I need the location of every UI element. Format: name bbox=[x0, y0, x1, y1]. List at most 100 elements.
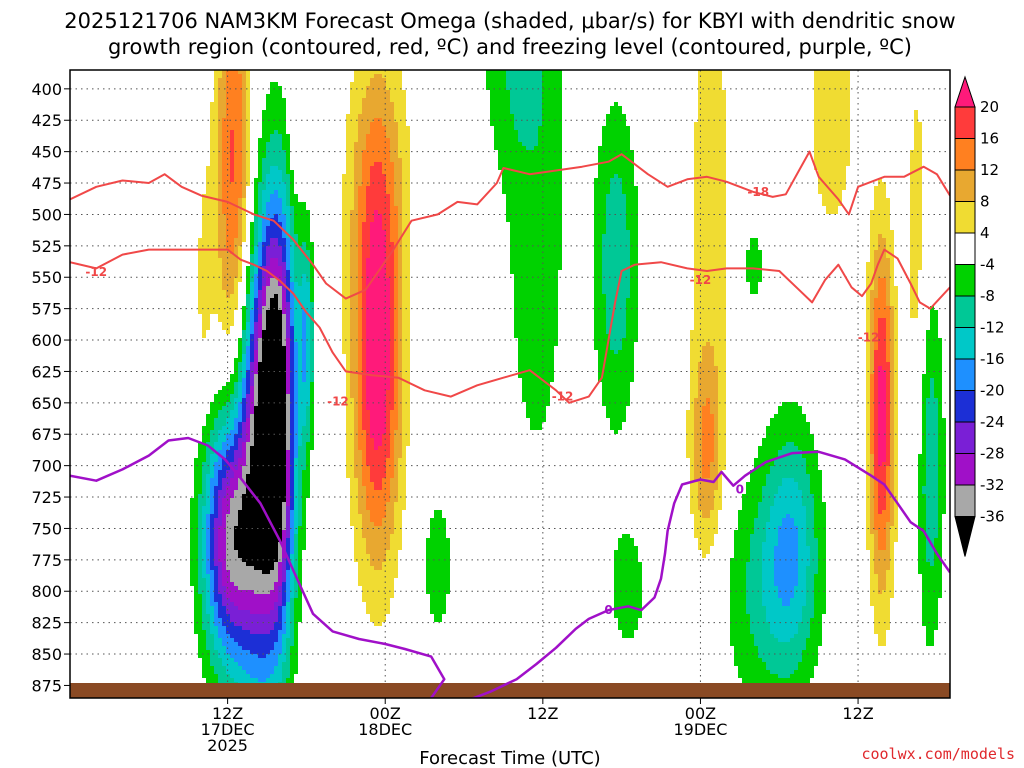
omega-cell-967 bbox=[594, 242, 602, 246]
omega-cell-3800 bbox=[874, 546, 878, 550]
omega-cell-3159 bbox=[382, 478, 390, 482]
omega-cell-1152 bbox=[282, 266, 286, 270]
omega-cell-4112 bbox=[814, 586, 826, 590]
omega-cell-816 bbox=[218, 226, 226, 230]
omega-cell-1232 bbox=[398, 274, 402, 278]
omega-cell-759 bbox=[238, 218, 242, 222]
omega-cell-969 bbox=[630, 242, 638, 246]
omega-cell-2774 bbox=[702, 438, 714, 442]
omega-cell-647 bbox=[238, 202, 242, 206]
omega-cell-606 bbox=[390, 194, 394, 198]
omega-cell-3463 bbox=[386, 510, 394, 514]
omega-cell-531 bbox=[394, 182, 402, 186]
omega-cell-2168 bbox=[350, 378, 358, 382]
omega-cell-898 bbox=[510, 234, 562, 238]
colorbar-label-6: -8 bbox=[980, 287, 995, 305]
omega-cell-135 bbox=[698, 106, 726, 110]
omega-cell-78 bbox=[814, 90, 850, 94]
omega-cell-551 bbox=[354, 186, 358, 190]
omega-cell-2911 bbox=[206, 454, 210, 458]
omega-cell-1364 bbox=[262, 290, 266, 294]
omega-cell-3028 bbox=[202, 466, 210, 470]
omega-cell-1741 bbox=[402, 330, 410, 334]
omega-cell-3176 bbox=[894, 478, 898, 482]
omega-cell-2530 bbox=[718, 414, 726, 418]
omega-cell-2886 bbox=[354, 450, 362, 454]
omega-cell-996 bbox=[386, 246, 394, 250]
omega-cell-22 bbox=[698, 74, 722, 78]
omega-cell-2677 bbox=[290, 430, 294, 434]
omega-cell-2197 bbox=[254, 382, 258, 386]
omega-cell-1475 bbox=[310, 302, 314, 306]
omega-cell-2747 bbox=[938, 434, 946, 438]
omega-cell-2384 bbox=[250, 402, 254, 406]
omega-cell-3270 bbox=[298, 490, 302, 494]
omega-cell-2893 bbox=[694, 450, 702, 454]
omega-cell-2180 bbox=[718, 378, 726, 382]
omega-cell-3135 bbox=[886, 474, 890, 478]
omega-cell-1405 bbox=[290, 294, 294, 298]
omega-cell-939 bbox=[886, 238, 894, 242]
omega-cell-2493 bbox=[874, 410, 878, 414]
omega-cell-2294 bbox=[874, 390, 878, 394]
omega-cell-462 bbox=[910, 170, 922, 174]
omega-cell-69 bbox=[246, 90, 250, 94]
omega-cell-3691 bbox=[814, 534, 826, 538]
omega-cell-2331 bbox=[874, 394, 878, 398]
omega-cell-3020 bbox=[878, 462, 882, 466]
omega-cell-1323 bbox=[222, 286, 234, 290]
omega-cell-1685 bbox=[254, 326, 258, 330]
omega-cell-4399 bbox=[206, 642, 214, 646]
omega-cell-62 bbox=[542, 86, 562, 90]
omega-cell-1514 bbox=[366, 306, 390, 310]
omega-cell-2907 bbox=[922, 450, 926, 454]
omega-cell-4352 bbox=[270, 630, 278, 634]
omega-cell-4245 bbox=[214, 610, 218, 614]
omega-cell-2223 bbox=[890, 382, 894, 386]
omega-cell-746 bbox=[390, 214, 398, 218]
omega-cell-1914 bbox=[298, 350, 302, 354]
omega-cell-2708 bbox=[202, 434, 210, 438]
omega-cell-1126 bbox=[358, 262, 362, 266]
omega-cell-2389 bbox=[294, 402, 298, 406]
omega-cell-1938 bbox=[890, 350, 894, 354]
omega-cell-180 bbox=[490, 118, 514, 122]
omega-cell-2164 bbox=[302, 378, 306, 382]
omega-cell-2401 bbox=[526, 402, 550, 406]
omega-cell-3735 bbox=[190, 542, 198, 546]
omega-cell-2685 bbox=[366, 430, 370, 434]
omega-cell-2225 bbox=[922, 382, 930, 386]
omega-cell-335 bbox=[222, 150, 230, 154]
omega-cell-1413 bbox=[390, 294, 394, 298]
omega-cell-4250 bbox=[278, 610, 282, 614]
omega-cell-1407 bbox=[310, 294, 314, 298]
omega-cell-2201 bbox=[294, 382, 298, 386]
omega-cell-660 bbox=[390, 202, 394, 206]
omega-cell-1457 bbox=[870, 298, 874, 302]
omega-cell-4421 bbox=[734, 646, 758, 650]
omega-cell-1896 bbox=[866, 346, 870, 350]
omega-cell-2272 bbox=[258, 390, 286, 394]
omega-cell-693 bbox=[626, 206, 638, 210]
omega-cell-974 bbox=[886, 242, 894, 246]
omega-cell-1002 bbox=[602, 246, 630, 250]
omega-cell-1641 bbox=[930, 318, 938, 322]
omega-cell-4133 bbox=[426, 590, 450, 594]
omega-cell-4295 bbox=[290, 618, 294, 622]
omega-cell-3965 bbox=[762, 566, 774, 570]
omega-cell-3689 bbox=[798, 534, 806, 538]
y-tick-label-450: 450 bbox=[31, 143, 62, 162]
omega-cell-1102 bbox=[602, 258, 630, 262]
omega-cell-214 bbox=[386, 126, 398, 130]
omega-cell-3619 bbox=[778, 526, 798, 530]
omega-cell-2646 bbox=[390, 426, 398, 430]
omega-cell-369 bbox=[598, 154, 634, 158]
omega-cell-1738 bbox=[390, 330, 394, 334]
omega-cell-3138 bbox=[918, 474, 926, 478]
omega-cell-1833 bbox=[262, 342, 282, 346]
omega-cell-2394 bbox=[358, 402, 362, 406]
omega-cell-2585 bbox=[226, 422, 234, 426]
omega-cell-234 bbox=[358, 130, 370, 134]
omega-cell-2515 bbox=[346, 414, 354, 418]
omega-cell-1642 bbox=[202, 322, 210, 326]
